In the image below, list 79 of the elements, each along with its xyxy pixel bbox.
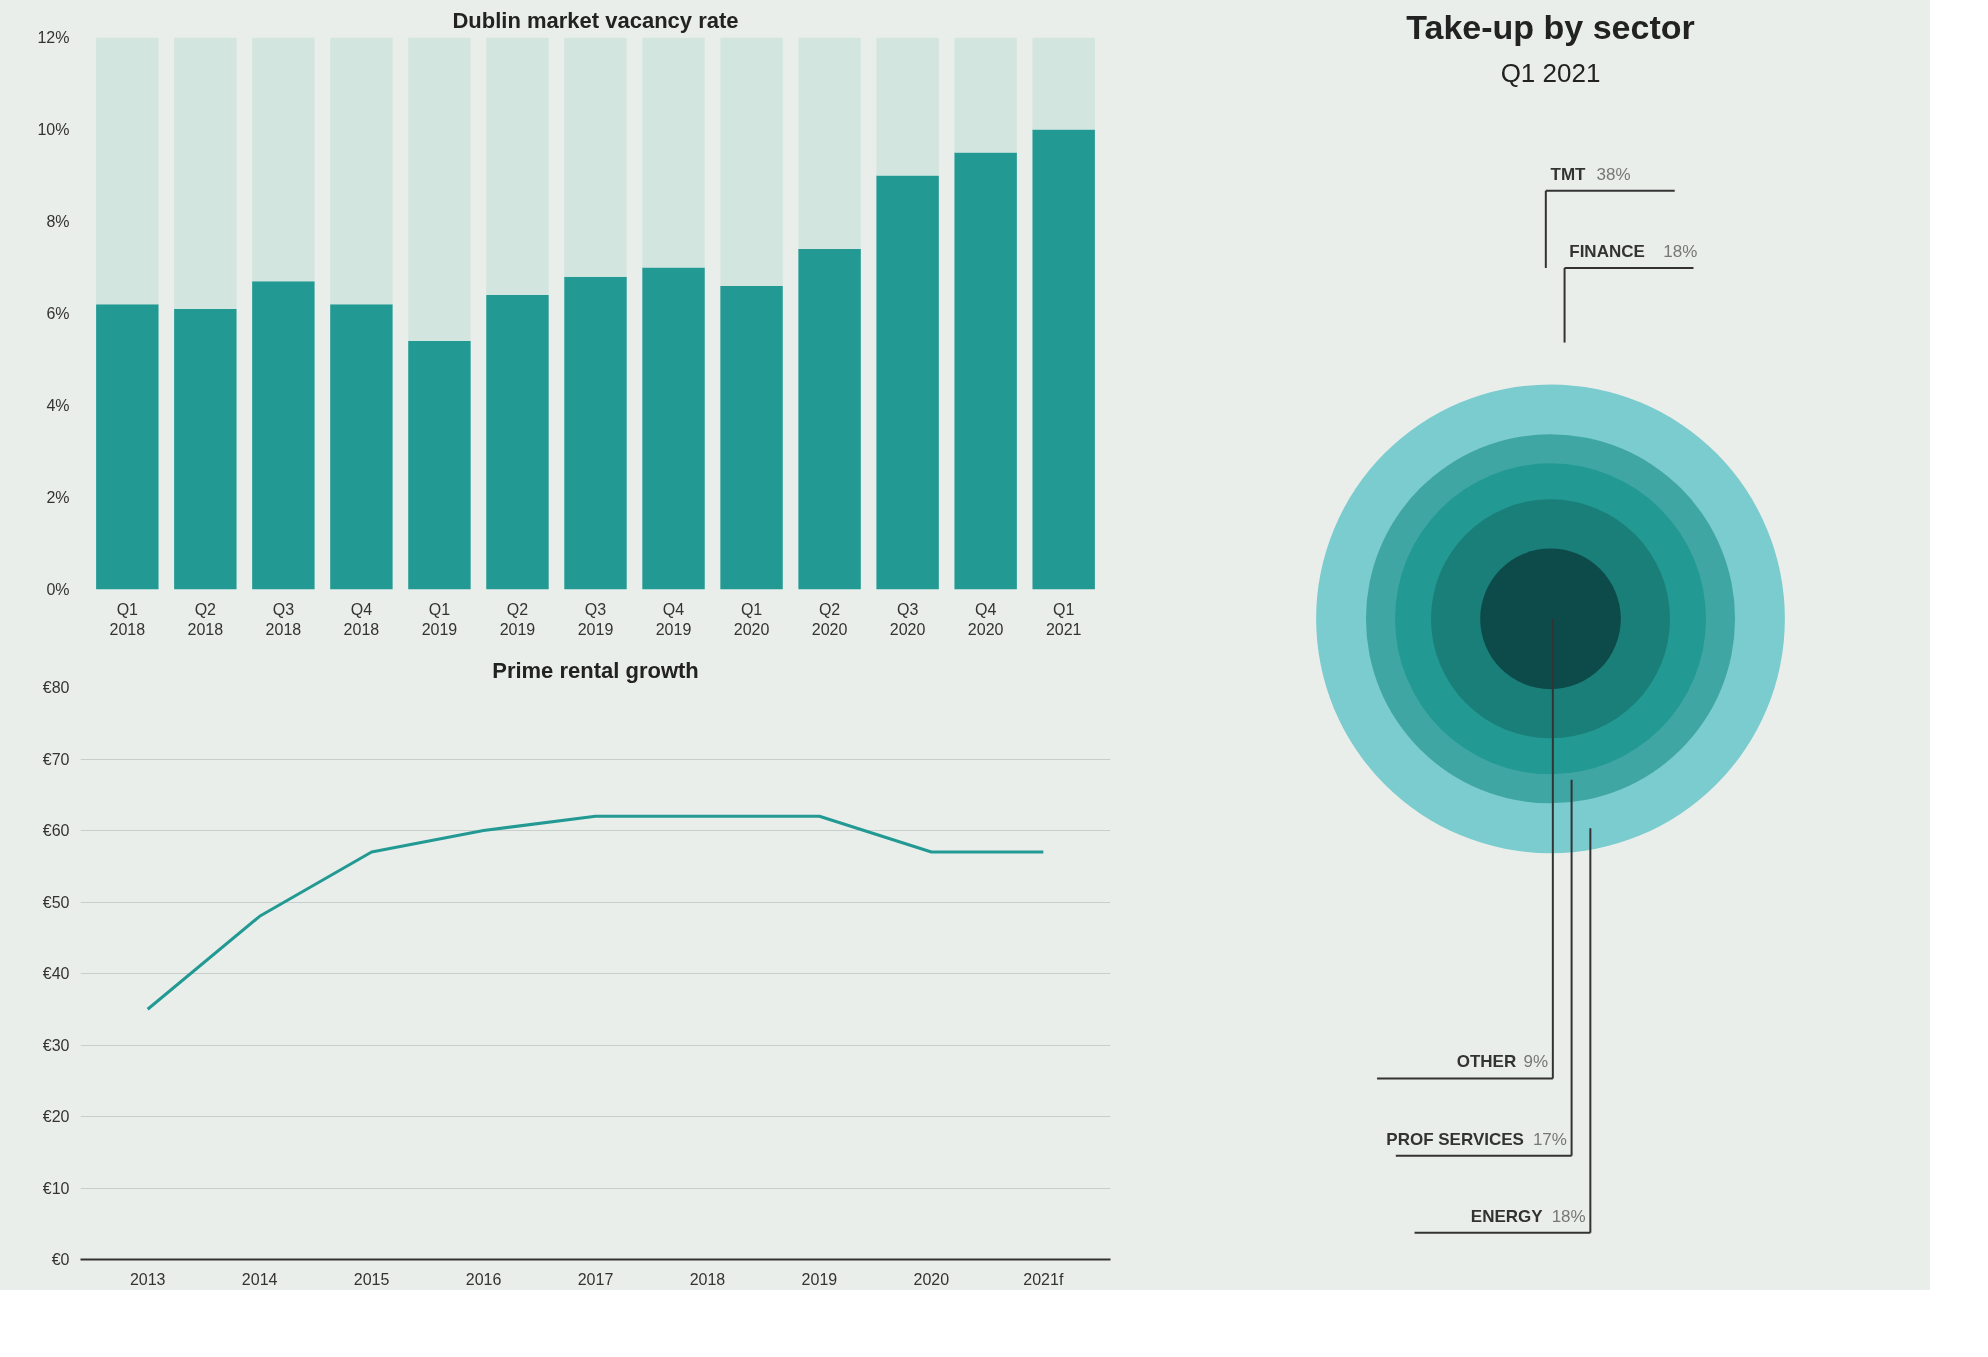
y-tick-label: €80 [42,679,70,696]
bar [486,37,549,296]
bar [174,308,237,590]
y-tick-label: €30 [42,1036,70,1054]
bar [408,37,471,342]
bar [330,304,393,590]
x-tick-label: 2021f [1023,1270,1064,1288]
y-tick-label: €50 [42,893,70,911]
x-tick-label: 2020 [913,1270,950,1288]
bar [96,304,159,590]
x-tick-label: 2018 [689,1270,726,1288]
bar [876,175,939,590]
data-label: 17% [1532,1129,1567,1149]
category-label: FINANCE [1569,241,1645,261]
bar [564,276,627,590]
x-tick-label: Q1 2021 [1045,600,1082,638]
bar [720,37,783,286]
bar [1032,129,1095,590]
x-tick-label: Q3 2020 [889,600,926,638]
x-tick-label: Q4 2020 [967,600,1004,638]
data-label: 18% [1663,241,1698,261]
data-label: 9% [1523,1052,1549,1072]
x-tick-label: Q4 2018 [343,600,380,638]
text: Take-up by sector [1406,7,1695,46]
x-tick-label: 2015 [353,1270,390,1288]
bar [954,152,1017,590]
y-tick-label: 10% [37,121,70,138]
x-tick-label: Q1 2020 [733,600,770,638]
y-tick-label: 0% [46,581,70,598]
x-tick-label: 2019 [801,1270,838,1288]
bar [330,37,393,305]
x-tick-label: Q2 2018 [187,600,224,638]
bar [252,281,315,590]
x-tick-label: Q3 2018 [265,600,302,638]
bar [486,295,549,590]
x-tick-label: Q1 2018 [109,600,146,638]
bar [174,37,237,309]
category-label: OTHER [1456,1052,1517,1072]
bar [954,37,1017,153]
y-tick-label: €0 [51,1251,70,1268]
x-tick-label: Q2 2019 [499,600,536,638]
x-tick-label: 2017 [577,1270,614,1288]
x-tick-label: 2013 [129,1270,166,1288]
y-tick-label: €60 [42,822,70,839]
bar [876,37,939,176]
y-tick-label: €10 [42,1179,70,1197]
bar [642,267,705,590]
y-tick-label: 12% [37,29,70,46]
text: Q1 2021 [1500,57,1601,88]
bar [408,341,471,590]
bar [252,37,315,282]
bar [564,37,627,277]
x-tick-label: Q4 2019 [655,600,692,638]
line-series [146,814,1045,1011]
x-tick-label: 2016 [465,1270,502,1288]
x-tick-label: Q1 2019 [421,600,458,638]
bar [96,37,159,305]
x-tick-label: Q2 2020 [811,600,848,638]
chart-title: Prime rental growth [492,657,699,683]
bar [798,249,861,590]
category-label: ENERGY [1470,1206,1544,1226]
y-tick-label: 4% [46,397,70,414]
y-tick-label: €20 [42,1108,70,1125]
y-tick-label: 6% [46,305,70,322]
x-tick-label: Q3 2019 [577,600,614,638]
data-label: 18% [1551,1206,1586,1226]
category-label: TMT [1550,164,1587,184]
y-tick-label: 2% [46,489,70,506]
category-label: PROF SERVICES [1386,1129,1524,1149]
y-tick-label: €70 [42,750,70,768]
y-tick-label: €40 [42,965,70,982]
x-tick-label: 2014 [241,1270,278,1288]
bar [1032,37,1095,130]
chart-title: Dublin market vacancy rate [452,7,739,33]
bar [642,37,705,268]
bar [720,285,783,590]
y-tick-label: 8% [46,213,70,230]
bar [798,37,861,250]
data-label: 38% [1596,164,1631,184]
